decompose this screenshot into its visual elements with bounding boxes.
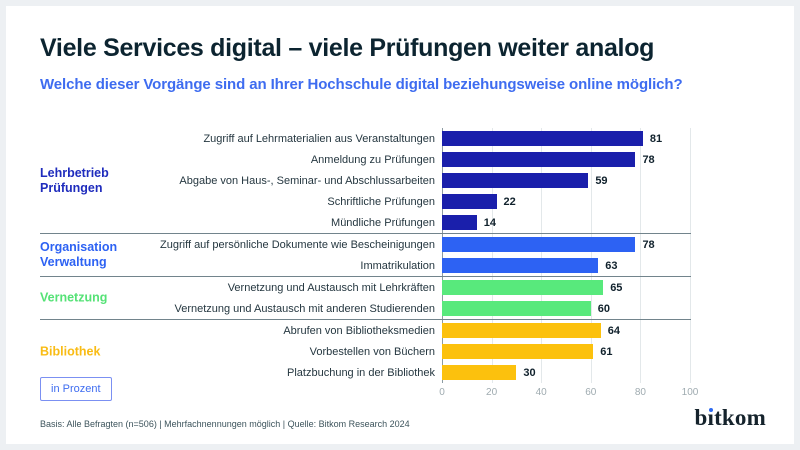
bar-row: Zugriff auf persönliche Dokumente wie Be… (40, 234, 691, 255)
bar-value: 14 (483, 216, 496, 229)
x-tick-label: 100 (681, 387, 699, 398)
bar-label: Abrufen von Bibliotheksmedien (283, 324, 435, 337)
x-tick-label: 60 (585, 387, 597, 398)
bar (442, 237, 636, 252)
bitkom-logo: bı tkom (694, 405, 766, 431)
source-note: Basis: Alle Befragten (n=506) | Mehrfach… (40, 419, 410, 429)
group-label: Vernetzung (40, 290, 108, 305)
x-tick-label: 80 (634, 387, 646, 398)
bar-row: Abgabe von Haus-, Seminar- und Abschluss… (40, 170, 691, 191)
unit-badge: in Prozent (40, 377, 112, 401)
bar (442, 280, 604, 295)
bar-value: 78 (642, 238, 655, 251)
bar-value: 65 (610, 281, 623, 294)
slide-card (6, 6, 794, 444)
bar-value: 22 (503, 195, 516, 208)
bar-label: Abgabe von Haus-, Seminar- und Abschluss… (179, 174, 435, 187)
bar-label: Zugriff auf persönliche Dokumente wie Be… (160, 238, 435, 251)
bar-label: Schriftliche Prüfungen (327, 195, 435, 208)
bar (442, 131, 643, 146)
bar-label: Platzbuchung in der Bibliothek (287, 366, 435, 379)
bar-label: Vorbestellen von Büchern (309, 345, 435, 358)
x-tick-label: 20 (486, 387, 498, 398)
logo-i-dot (709, 408, 714, 412)
gridline (640, 128, 642, 383)
x-tick-label: 0 (439, 387, 445, 398)
category-group: Vernetzung Vernetzung und Austausch mit L… (40, 277, 691, 320)
bar (442, 344, 594, 359)
bar-value: 60 (597, 302, 611, 315)
bar-row: Abrufen von Bibliotheksmedien 64 (40, 320, 691, 341)
gridline (491, 128, 493, 383)
bar (442, 173, 589, 188)
bar-row: Platzbuchung in der Bibliothek 30 (40, 362, 691, 383)
bar-row: Zugriff auf Lehrmaterialien aus Veransta… (40, 128, 691, 149)
group-label: Bibliothek (40, 344, 101, 358)
bar-label: Mündliche Prüfungen (331, 216, 435, 229)
x-axis-ticks: 0 20 40 60 80 100 (40, 387, 698, 401)
y-axis-line (442, 128, 443, 383)
category-group: Bibliothek Abrufen von Bibliotheksmedien 6… (40, 320, 691, 383)
bar (442, 365, 517, 380)
bar-value: 78 (642, 153, 655, 166)
bar-label: Immatrikulation (360, 259, 435, 272)
bar-chart: Lehrbetrieb Prüfungen Zugriff auf Lehrmate… (40, 128, 691, 383)
bar-row: Schriftliche Prüfungen 22 (40, 191, 691, 212)
gridline (590, 128, 592, 383)
bar-label: Anmeldung zu Prüfungen (310, 153, 435, 166)
bar (442, 323, 601, 338)
bar (442, 152, 636, 167)
bar (442, 194, 497, 209)
bar-row: Mündliche Prüfungen 14 (40, 212, 691, 233)
bar-row: Immatrikulation 63 (40, 255, 691, 276)
bar-label: Vernetzung und Austausch mit Lehrkräften (227, 281, 435, 294)
x-tick-label: 40 (535, 387, 547, 398)
bar-row: Vernetzung und Austausch mit anderen Stu… (40, 298, 691, 319)
category-group: Organisation Verwaltung Zugriff auf persön… (40, 234, 691, 277)
group-label: Organisation Verwaltung (40, 240, 118, 269)
bar (442, 301, 591, 316)
bar-value: 59 (595, 174, 608, 187)
category-group: Lehrbetrieb Prüfungen Zugriff auf Lehrmate… (40, 128, 691, 234)
page-subtitle: Welche dieser Vorgänge sind an Ihrer Hoc… (40, 76, 683, 93)
bar (442, 258, 599, 273)
bar-row: Vorbestellen von Büchern 61 (40, 341, 691, 362)
logo-text-i: ı (707, 405, 715, 430)
page-title: Viele Services digital – viele Prüfungen… (40, 34, 655, 62)
bar-value: 63 (605, 259, 618, 272)
bar-label: Vernetzung und Austausch mit anderen Stu… (174, 302, 435, 315)
bar-row: Anmeldung zu Prüfungen 78 (40, 149, 691, 170)
group-label: Lehrbetrieb Prüfungen (40, 165, 109, 195)
bar-label: Zugriff auf Lehrmaterialien aus Veransta… (203, 132, 435, 145)
gridline (690, 128, 691, 383)
bar-value: 64 (607, 324, 620, 337)
bar-value: 81 (649, 132, 663, 145)
logo-text-rest: tkom (714, 405, 766, 430)
gridline (541, 128, 543, 383)
bar-row: Vernetzung und Austausch mit Lehrkräften… (40, 277, 691, 298)
logo-text-b: b (694, 405, 708, 430)
bar-value: 30 (523, 366, 536, 379)
bar-value: 61 (600, 345, 613, 358)
bar (442, 215, 477, 230)
